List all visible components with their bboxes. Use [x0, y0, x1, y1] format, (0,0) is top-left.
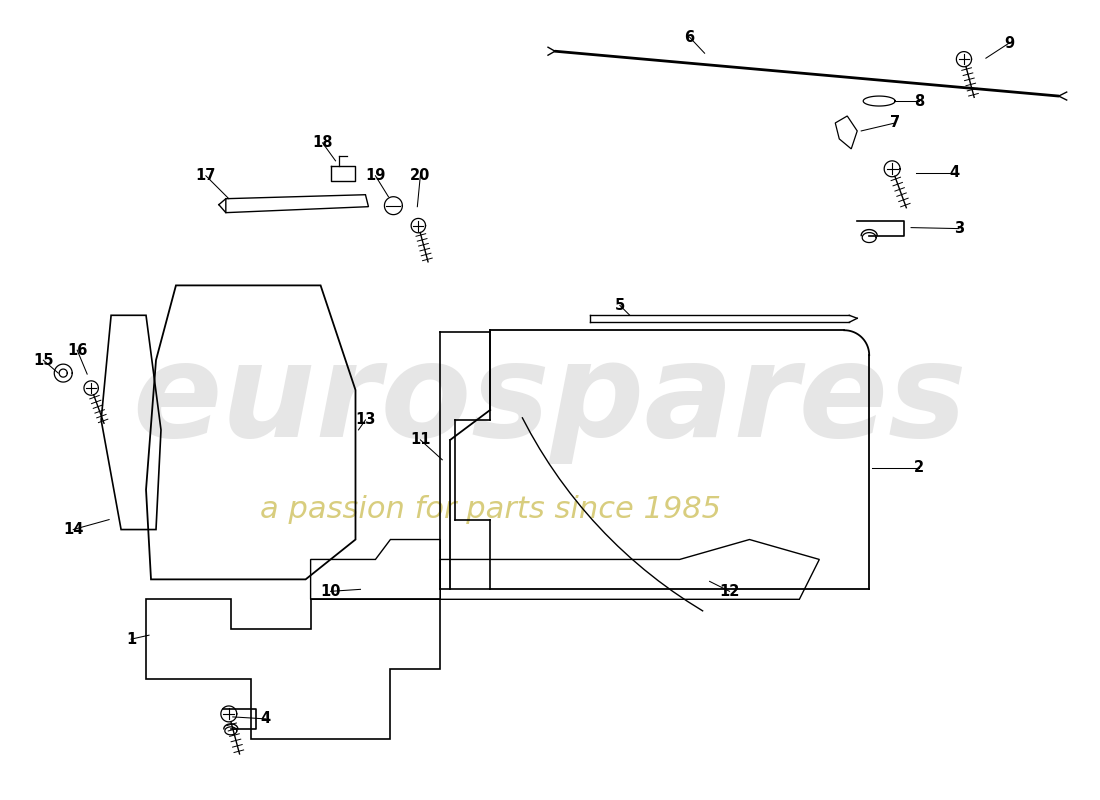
Text: 5: 5: [615, 298, 625, 313]
Text: 8: 8: [914, 94, 924, 109]
Text: 4: 4: [261, 711, 271, 726]
Text: 3: 3: [954, 221, 964, 236]
Text: 10: 10: [320, 584, 341, 599]
Text: 16: 16: [67, 342, 87, 358]
Text: 19: 19: [365, 168, 386, 183]
Text: 2: 2: [914, 460, 924, 475]
Text: 13: 13: [355, 413, 376, 427]
Text: 12: 12: [719, 584, 739, 599]
Text: 1: 1: [125, 632, 136, 646]
Text: a passion for parts since 1985: a passion for parts since 1985: [260, 495, 720, 524]
Text: 7: 7: [890, 115, 900, 130]
Text: 14: 14: [63, 522, 84, 537]
Text: 11: 11: [410, 432, 430, 447]
Text: 9: 9: [1004, 36, 1014, 50]
Text: 6: 6: [684, 30, 695, 45]
Text: 18: 18: [312, 135, 333, 150]
Text: 15: 15: [33, 353, 54, 368]
Text: 17: 17: [196, 168, 216, 183]
Text: 4: 4: [949, 166, 959, 180]
Text: eurospares: eurospares: [133, 337, 967, 463]
Text: 20: 20: [410, 168, 430, 183]
